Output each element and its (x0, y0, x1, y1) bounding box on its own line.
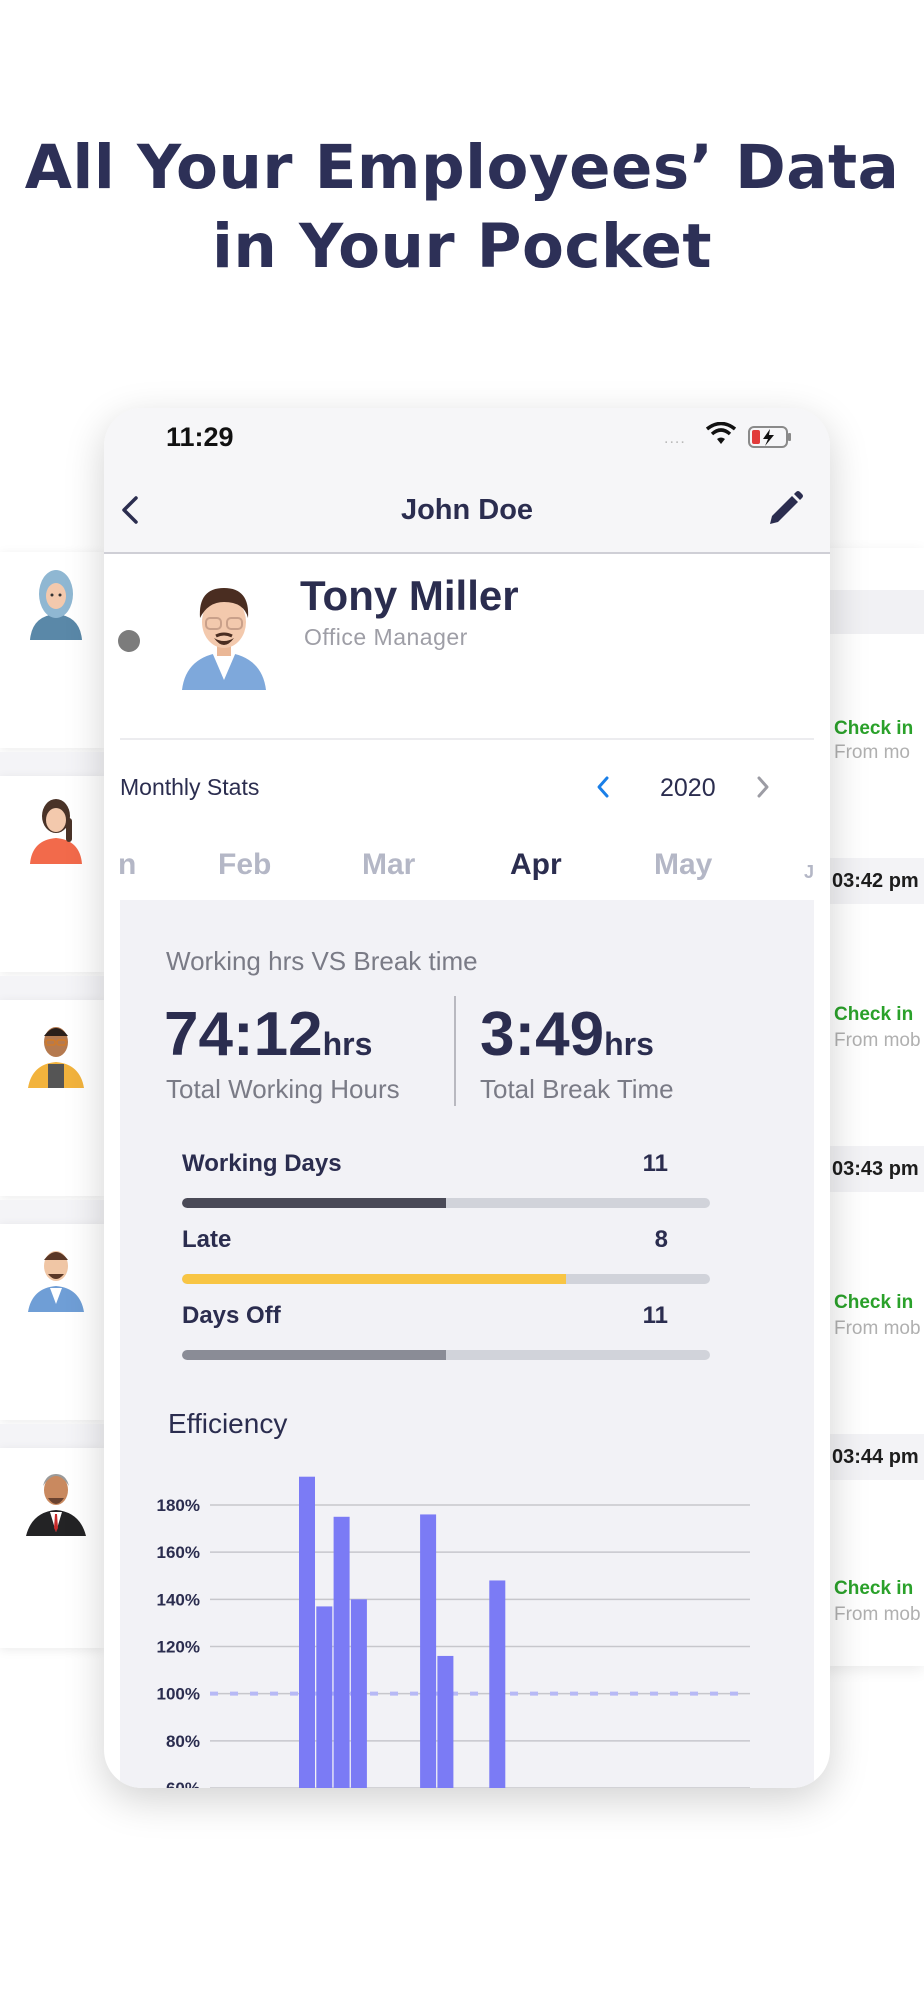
efficiency-bar (489, 1580, 506, 1788)
progress-fill (182, 1350, 446, 1360)
nav-title: John Doe (400, 494, 534, 526)
efficiency-bar (350, 1599, 367, 1788)
days-off-value: 11 (642, 1302, 668, 1329)
check-in-source: From mob (834, 1318, 921, 1339)
days-off-bar (182, 1350, 710, 1360)
working-days-label: Working Days (182, 1150, 342, 1177)
avatar-man-suit (26, 1474, 86, 1536)
monthly-stats-label: Monthly Stats (120, 774, 260, 800)
employee-card[interactable] (0, 776, 104, 972)
check-in-label: Check in (834, 1292, 914, 1313)
avatar-woman (30, 799, 82, 864)
y-tick-label: 60% (166, 1779, 200, 1788)
list-divider (0, 752, 104, 776)
phone-screen: 11:29 .... John Doe (104, 408, 830, 1788)
check-in-label: Check in (834, 1578, 914, 1599)
y-tick-label: 100% (157, 1685, 200, 1704)
working-vs-break-title: Working hrs VS Break time (166, 946, 478, 976)
efficiency-bar (437, 1655, 454, 1788)
status-bar: 11:29 .... (104, 408, 830, 468)
check-in-time: 03:42 pm (832, 870, 919, 892)
late-label: Late (182, 1226, 232, 1253)
list-divider (0, 1200, 104, 1224)
month-tab[interactable]: Mar (362, 848, 416, 881)
y-tick-label: 120% (157, 1638, 200, 1657)
check-in-source: From mo (834, 742, 910, 763)
month-tab[interactable]: May (654, 848, 713, 881)
status-indicator (118, 630, 140, 652)
month-selector: n Feb Mar Apr May J (104, 848, 830, 888)
total-working-value: 74:12hrs (164, 1000, 373, 1069)
employee-card[interactable] (0, 1224, 104, 1420)
battery-charging-icon (748, 426, 791, 448)
chevron-left-icon[interactable] (594, 774, 612, 800)
working-days-bar (182, 1198, 710, 1208)
month-tab[interactable]: n (118, 848, 137, 881)
efficiency-bar (333, 1516, 350, 1788)
check-in-label: Check in (834, 718, 914, 739)
progress-fill (182, 1198, 446, 1208)
vertical-divider (454, 996, 456, 1106)
signal-icon: .... (664, 430, 686, 447)
total-break-label: Total Break Time (480, 1074, 674, 1104)
nav-bar: John Doe (104, 468, 830, 554)
late-bar (182, 1274, 710, 1284)
month-tab[interactable]: Feb (218, 848, 272, 881)
pencil-icon[interactable] (766, 490, 804, 528)
efficiency-bar (420, 1514, 437, 1788)
list-divider (0, 976, 104, 1000)
time-band (820, 1434, 924, 1480)
hero-line-2: in Your Pocket (211, 211, 713, 282)
check-in-time: 03:43 pm (832, 1158, 919, 1180)
working-days-value: 11 (642, 1150, 668, 1177)
check-in-label: Check in (834, 1004, 914, 1025)
right-activity-panel: Check in From mo 03:42 pm Check in From … (820, 548, 924, 1666)
check-in-source: From mob (834, 1030, 921, 1051)
month-tab-active[interactable]: Apr (510, 848, 562, 881)
employee-name: Tony Miller (300, 572, 519, 619)
employee-card[interactable] (0, 1000, 104, 1196)
efficiency-bar (299, 1476, 315, 1788)
check-in-time: 03:44 pm (832, 1446, 919, 1468)
employee-card[interactable] (0, 1448, 104, 1648)
efficiency-bar (316, 1606, 333, 1788)
check-in-source: From mob (834, 1604, 921, 1625)
y-tick-label: 180% (157, 1496, 200, 1515)
panel-header (820, 590, 924, 634)
avatar-man-glasses (28, 1027, 84, 1088)
avatar (182, 588, 266, 690)
y-tick-label: 80% (166, 1732, 200, 1751)
avatar-hijab (30, 570, 82, 640)
month-tab[interactable]: J (804, 862, 815, 882)
total-working-label: Total Working Hours (166, 1074, 400, 1104)
late-value: 8 (654, 1226, 668, 1253)
efficiency-title: Efficiency (168, 1408, 288, 1439)
days-off-label: Days Off (182, 1302, 281, 1329)
employee-role: Office Manager (304, 624, 468, 650)
chevron-left-icon[interactable] (116, 490, 146, 530)
hero-line-1: All Your Employees’ Data (24, 132, 900, 203)
chevron-right-icon[interactable] (754, 774, 772, 800)
list-divider (0, 1424, 104, 1448)
status-time: 11:29 (166, 422, 234, 452)
hero-heading: All Your Employees’ Data in Your Pocket (0, 128, 924, 286)
total-break-value: 3:49hrs (480, 1000, 654, 1069)
progress-fill (182, 1274, 566, 1284)
time-band (820, 858, 924, 904)
y-tick-label: 140% (157, 1590, 200, 1609)
avatar-man-beard (28, 1251, 84, 1312)
time-band (820, 1146, 924, 1192)
y-tick-label: 160% (157, 1543, 200, 1562)
year-value: 2020 (660, 774, 716, 802)
efficiency-chart: 60% 80% 100% 120% 140% 160% 180% (157, 1476, 750, 1788)
wifi-icon (706, 422, 736, 444)
section-divider (120, 738, 814, 740)
employee-card[interactable] (0, 552, 104, 748)
stats-card: Working hrs VS Break time 74:12hrs Total… (120, 900, 814, 1788)
